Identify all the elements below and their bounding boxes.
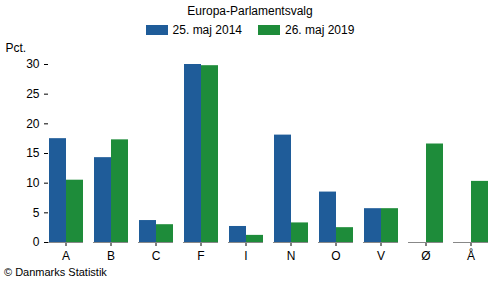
svg-text:30: 30	[26, 57, 40, 71]
svg-text:Ø: Ø	[421, 249, 430, 263]
svg-text:C: C	[152, 249, 161, 263]
svg-text:Pct.: Pct.	[6, 41, 27, 55]
svg-text:20: 20	[26, 117, 40, 131]
html-text:26. maj 2019: 26. maj 2019	[285, 23, 355, 37]
html-text:© Danmarks Statistik: © Danmarks Statistik	[4, 266, 107, 278]
svg-text:N: N	[287, 249, 296, 263]
svg-text:25: 25	[26, 87, 40, 101]
svg-text:10: 10	[26, 176, 40, 190]
html-text:Europa-Parlamentsvalg: Europa-Parlamentsvalg	[187, 4, 313, 18]
svg-text:15: 15	[26, 146, 40, 160]
svg-text:F: F	[197, 249, 204, 263]
svg-text:V: V	[377, 249, 385, 263]
svg-text:5: 5	[33, 206, 40, 220]
svg-text:I: I	[244, 249, 247, 263]
svg-text:B: B	[107, 249, 115, 263]
svg-text:A: A	[62, 249, 70, 263]
svg-text:O: O	[331, 249, 340, 263]
svg-text:Å: Å	[467, 248, 475, 263]
html-text:25. maj 2014: 25. maj 2014	[172, 23, 242, 37]
svg-text:0: 0	[33, 235, 40, 249]
